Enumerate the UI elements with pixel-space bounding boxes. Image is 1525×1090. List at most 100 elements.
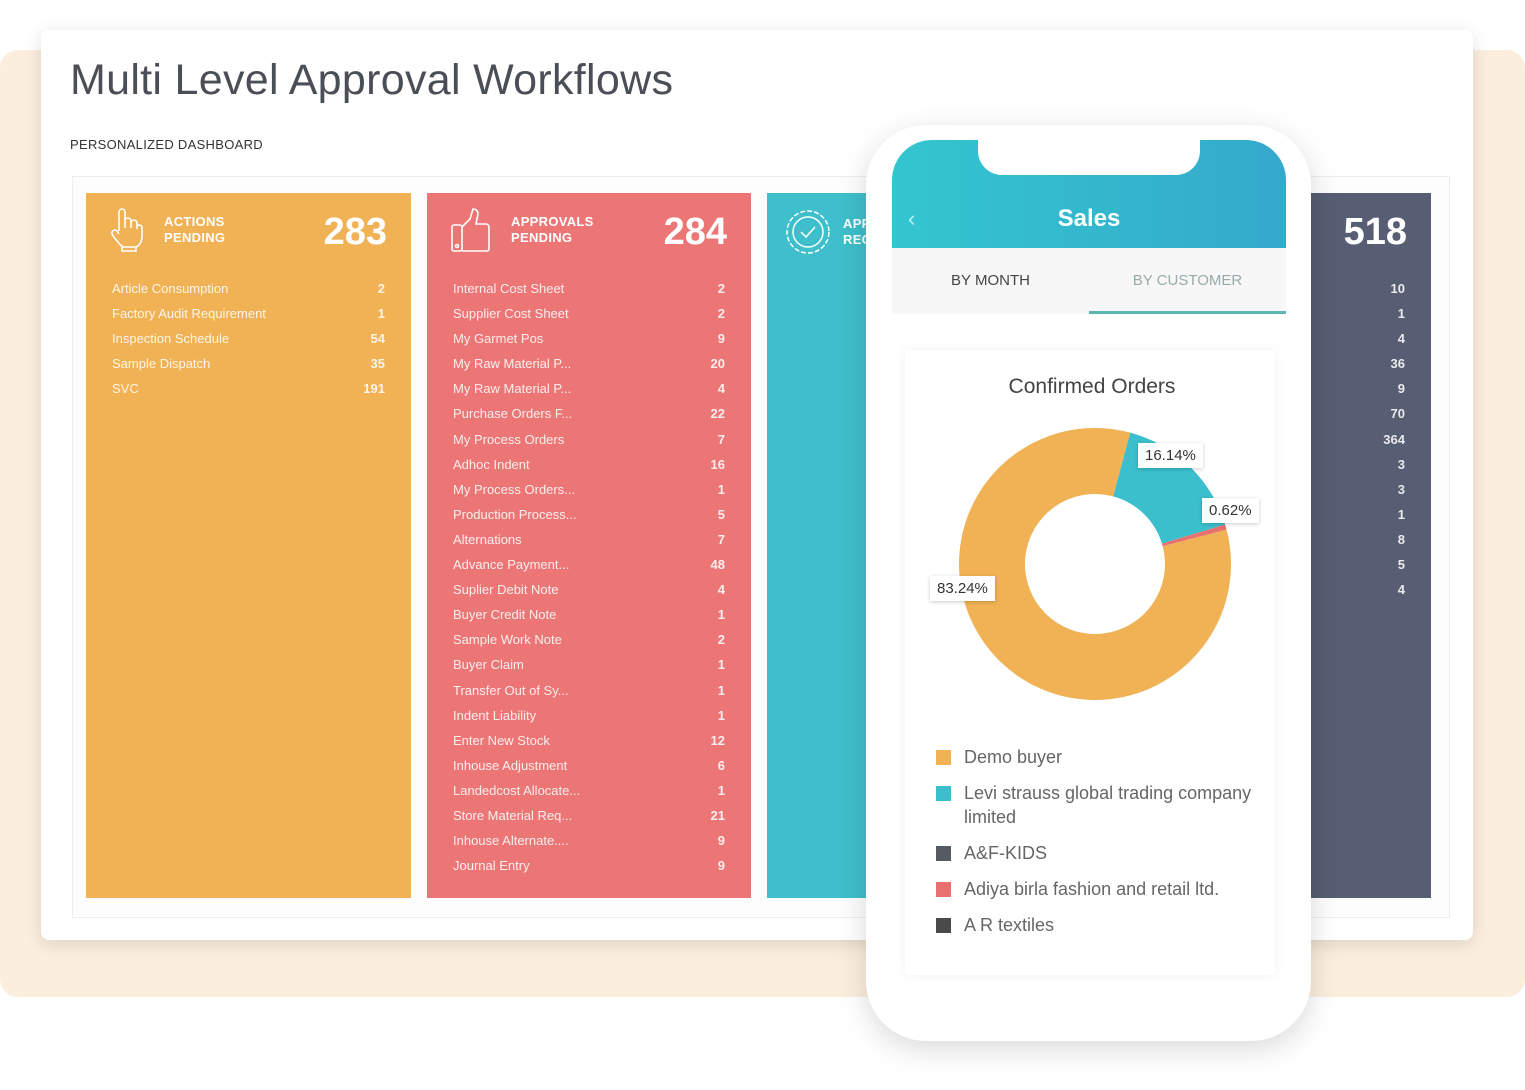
- list-item[interactable]: Journal Entry 9: [453, 858, 725, 883]
- list-item[interactable]: Suplier Debit Note 4: [453, 582, 725, 607]
- list-item[interactable]: SVC 191: [112, 381, 385, 406]
- item-label: Store Material Req...: [453, 807, 573, 823]
- item-count: 22: [710, 406, 725, 422]
- list-item[interactable]: Advance Payment... 48: [453, 557, 725, 582]
- item-label: Factory Audit Requirement: [112, 306, 266, 322]
- list-item[interactable]: 5: [1306, 557, 1405, 582]
- item-count: 2: [717, 281, 725, 296]
- list-item[interactable]: Supplier Cost Sheet 2: [453, 306, 725, 331]
- panel-label: APPROVALS: [511, 214, 594, 229]
- list-item[interactable]: 10: [1306, 281, 1405, 306]
- list-item[interactable]: 1: [1306, 507, 1405, 532]
- item-label: Internal Cost Sheet: [453, 281, 565, 296]
- legend-item[interactable]: Levi strauss global trading company limi…: [936, 781, 1256, 829]
- list-item[interactable]: Indent Liability 1: [453, 708, 725, 733]
- chart-title: Confirmed Orders: [1008, 375, 1176, 398]
- item-label: Suplier Debit Note: [453, 582, 559, 598]
- legend-label: Demo buyer: [964, 747, 1063, 767]
- item-count: 364: [1383, 431, 1405, 447]
- item-label: Journal Entry: [453, 858, 530, 874]
- item-label: Inhouse Adjustment: [453, 757, 568, 773]
- item-label: Indent Liability: [453, 707, 537, 723]
- verified-badge-icon: [786, 210, 830, 254]
- item-count: 35: [370, 356, 385, 372]
- list-item[interactable]: 4: [1306, 582, 1405, 607]
- list-item[interactable]: Inhouse Adjustment 6: [453, 758, 725, 783]
- item-count: 9: [717, 858, 725, 874]
- item-label: Buyer Claim: [453, 657, 524, 673]
- list-item[interactable]: Buyer Claim 1: [453, 657, 725, 682]
- list-item[interactable]: 8: [1306, 532, 1405, 557]
- list-item[interactable]: Sample Dispatch 35: [112, 356, 385, 381]
- item-count: 4: [1397, 331, 1405, 347]
- legend-item[interactable]: A&F-KIDS: [936, 841, 1256, 865]
- item-count: 4: [1397, 582, 1405, 598]
- legend-item[interactable]: Adiya birla fashion and retail ltd.: [936, 877, 1256, 901]
- tab-by-customer[interactable]: BY CUSTOMER: [1089, 248, 1286, 314]
- item-count: 48: [710, 557, 725, 573]
- item-count: 1: [717, 782, 725, 798]
- list-item[interactable]: 364: [1306, 432, 1405, 457]
- item-list: 10 1 4 36 9 70 364 3 3 1 8 5 4: [1306, 281, 1405, 607]
- list-item[interactable]: Purchase Orders F... 22: [453, 406, 725, 431]
- legend-item[interactable]: A R textiles: [936, 913, 1256, 937]
- donut-slice[interactable]: [959, 428, 1231, 700]
- list-item[interactable]: 70: [1306, 406, 1405, 431]
- panel-label: PENDING: [164, 230, 226, 245]
- list-item[interactable]: Transfer Out of Sy... 1: [453, 683, 725, 708]
- list-item[interactable]: Sample Work Note 2: [453, 632, 725, 657]
- back-chevron-icon[interactable]: ‹: [908, 206, 916, 231]
- item-list: Internal Cost Sheet 2 Supplier Cost Sheet 2…: [453, 281, 725, 883]
- pointing-hand-icon: [111, 208, 143, 252]
- legend-label: Adiya birla fashion and retail ltd.: [964, 879, 1220, 899]
- item-label: Sample Dispatch: [112, 356, 211, 372]
- item-label: Inspection Schedule: [112, 331, 230, 347]
- list-item[interactable]: 36: [1306, 356, 1405, 381]
- item-count: 2: [717, 632, 725, 648]
- thumbs-up-icon: [451, 208, 490, 252]
- item-count: 1: [717, 607, 725, 623]
- list-item[interactable]: Internal Cost Sheet 2: [453, 281, 725, 306]
- item-label: Enter New Stock: [453, 732, 550, 748]
- list-item[interactable]: 1: [1306, 306, 1405, 331]
- item-count: 1: [717, 657, 725, 673]
- item-label: Sample Work Note: [453, 632, 562, 648]
- list-item[interactable]: Inhouse Alternate.... 9: [453, 833, 725, 858]
- item-label: Transfer Out of Sy...: [453, 682, 569, 698]
- list-item[interactable]: Buyer Credit Note 1: [453, 607, 725, 632]
- item-label: Article Consumption: [112, 281, 229, 296]
- item-count: 9: [1397, 381, 1405, 397]
- item-count: 4: [717, 582, 725, 598]
- list-item[interactable]: My Raw Material P... 20: [453, 356, 725, 381]
- item-count: 54: [370, 331, 385, 347]
- item-label: My Raw Material P...: [453, 356, 572, 372]
- list-item[interactable]: Alternations 7: [453, 532, 725, 557]
- item-count: 16: [710, 456, 725, 472]
- list-item[interactable]: Inspection Schedule 54: [112, 331, 385, 356]
- list-item[interactable]: Production Process... 5: [453, 507, 725, 532]
- tab-by-month[interactable]: BY MONTH: [951, 272, 1030, 289]
- list-item[interactable]: 3: [1306, 482, 1405, 507]
- list-item[interactable]: My Garmet Pos 9: [453, 331, 725, 356]
- item-label: Supplier Cost Sheet: [453, 306, 569, 322]
- legend-swatch: [936, 882, 951, 897]
- list-item[interactable]: Landedcost Allocate... 1: [453, 783, 725, 808]
- list-item[interactable]: My Raw Material P... 4: [453, 381, 725, 406]
- list-item[interactable]: 4: [1306, 331, 1405, 356]
- list-item[interactable]: Factory Audit Requirement 1: [112, 306, 385, 331]
- item-count: 1: [377, 306, 385, 322]
- list-item[interactable]: Enter New Stock 12: [453, 733, 725, 758]
- panel-total: 283: [323, 211, 387, 253]
- list-item[interactable]: Adhoc Indent 16: [453, 457, 725, 482]
- list-item[interactable]: My Process Orders... 1: [453, 482, 725, 507]
- list-item[interactable]: My Process Orders 7: [453, 432, 725, 457]
- list-item[interactable]: 9: [1306, 381, 1405, 406]
- list-item[interactable]: Store Material Req... 21: [453, 808, 725, 833]
- phone-notch: [978, 138, 1200, 175]
- list-item[interactable]: 3: [1306, 457, 1405, 482]
- donut-slice[interactable]: [1161, 524, 1227, 547]
- list-item[interactable]: Article Consumption 2: [112, 281, 385, 306]
- legend-item[interactable]: Demo buyer: [936, 745, 1256, 769]
- item-label: Inhouse Alternate....: [453, 833, 569, 849]
